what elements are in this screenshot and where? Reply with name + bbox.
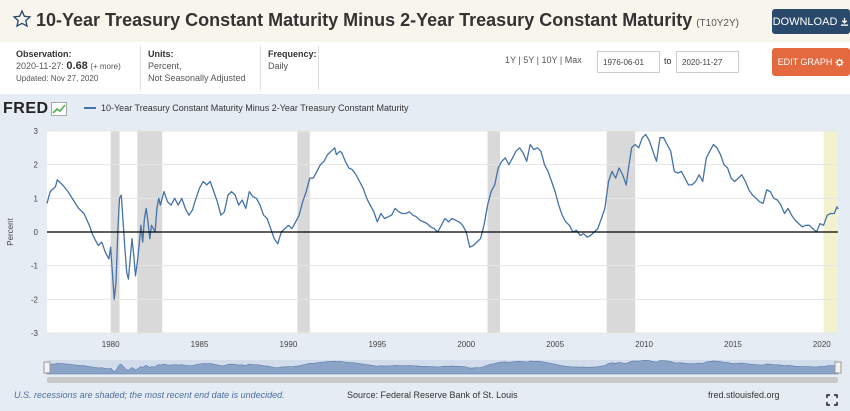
- recession-note: U.S. recessions are shaded; the most rec…: [14, 390, 285, 400]
- chart-panel: FRED 10-Year Treasury Constant Maturity …: [0, 94, 850, 411]
- x-tick-label: 2010: [635, 340, 653, 349]
- observation-line: 2020-11-27: 0.68 (+ more): [16, 60, 121, 73]
- download-button[interactable]: DOWNLOAD: [772, 9, 850, 34]
- range-sep: |: [559, 55, 563, 65]
- range-navigator[interactable]: [43, 359, 842, 383]
- observation-block: Observation: 2020-11-27: 0.68 (+ more) U…: [16, 48, 121, 85]
- range-sep: |: [518, 55, 521, 65]
- page-title: 10-Year Treasury Constant Maturity Minus…: [36, 10, 739, 31]
- more-observations-link[interactable]: (+ more): [90, 62, 121, 71]
- series-title: 10-Year Treasury Constant Maturity Minus…: [36, 10, 693, 30]
- fred-logo-text: FRED: [3, 100, 49, 117]
- observation-value: 0.68: [66, 60, 88, 72]
- navigator-left-handle[interactable]: [43, 361, 51, 374]
- chart-logo-icon: [50, 102, 67, 116]
- gridlines: [47, 130, 838, 334]
- series-code: (T10Y2Y): [696, 18, 739, 29]
- y-axis-label: Percent: [6, 217, 15, 245]
- y-tick-label: -1: [31, 262, 39, 271]
- navigator-right-handle[interactable]: [834, 361, 842, 374]
- range-1y[interactable]: 1Y: [505, 55, 516, 65]
- divider: [140, 46, 141, 90]
- y-tick-label: 1: [34, 194, 39, 203]
- x-tick-label: 1990: [280, 340, 298, 349]
- y-tick-label: 3: [34, 127, 39, 136]
- navigator-scrollbar[interactable]: [47, 377, 838, 383]
- star-icon[interactable]: [12, 9, 32, 29]
- divider: [260, 46, 261, 90]
- units-block: Units: Percent, Not Seasonally Adjusted: [148, 48, 246, 84]
- download-label: DOWNLOAD: [772, 15, 838, 28]
- x-tick-label: 2005: [546, 340, 564, 349]
- units-line-2: Not Seasonally Adjusted: [148, 73, 246, 83]
- updated-date: Updated: Nov 27, 2020: [16, 74, 99, 83]
- line-chart[interactable]: 3 2 1 0 -1 -2 -3 1980 1985 1990 1995 2000 2005 2010 2…: [0, 94, 850, 411]
- fred-logo: FRED: [3, 100, 67, 118]
- range-5y[interactable]: 5Y: [523, 55, 535, 65]
- source-credit: Source: Federal Reserve Bank of St. Loui…: [347, 390, 518, 400]
- download-icon: [841, 17, 849, 26]
- x-axis-ticks: 1980 1985 1990 1995 2000 2005 2010 2015 2020: [102, 340, 832, 349]
- y-axis-ticks: 3 2 1 0 -1 -2 -3: [31, 127, 39, 338]
- date-to-label: to: [664, 56, 672, 66]
- title-bar: 10-Year Treasury Constant Maturity Minus…: [0, 0, 850, 42]
- source-url-link[interactable]: fred.stlouisfed.org: [708, 390, 780, 400]
- range-sep: |: [536, 55, 539, 65]
- range-10y[interactable]: 10Y: [541, 55, 558, 65]
- start-date-input[interactable]: [597, 51, 660, 73]
- y-tick-label: -2: [31, 295, 39, 304]
- range-max[interactable]: Max: [564, 55, 582, 65]
- end-date-input[interactable]: [676, 51, 739, 73]
- x-tick-label: 1980: [102, 340, 120, 349]
- observation-label: Observation:: [16, 49, 72, 59]
- frequency-block: Frequency: Daily: [268, 48, 317, 72]
- x-tick-label: 2015: [724, 340, 742, 349]
- y-tick-label: -3: [31, 329, 39, 338]
- series-line: [46, 133, 839, 300]
- edit-graph-button[interactable]: EDIT GRAPH: [772, 48, 850, 76]
- x-tick-label: 2020: [813, 340, 831, 349]
- fullscreen-icon[interactable]: [826, 394, 838, 406]
- divider: [318, 46, 319, 90]
- edit-graph-label: EDIT GRAPH: [777, 57, 833, 67]
- y-tick-label: 0: [34, 228, 39, 237]
- y-tick-label: 2: [34, 161, 39, 170]
- legend-label: 10-Year Treasury Constant Maturity Minus…: [101, 103, 409, 113]
- range-selector: 1Y | 5Y | 10Y | Max: [505, 55, 582, 65]
- frequency-value: Daily: [268, 61, 289, 71]
- x-tick-label: 2000: [457, 340, 475, 349]
- x-tick-label: 1985: [191, 340, 209, 349]
- frequency-label: Frequency:: [268, 49, 317, 59]
- navigator-series: [46, 359, 839, 375]
- gear-icon: [835, 57, 844, 67]
- units-label: Units:: [148, 49, 174, 59]
- observation-date: 2020-11-27:: [16, 61, 64, 71]
- units-line-1: Percent,: [148, 61, 182, 71]
- legend-swatch: [84, 107, 96, 109]
- chart-legend: 10-Year Treasury Constant Maturity Minus…: [84, 103, 408, 113]
- x-tick-label: 1995: [368, 340, 386, 349]
